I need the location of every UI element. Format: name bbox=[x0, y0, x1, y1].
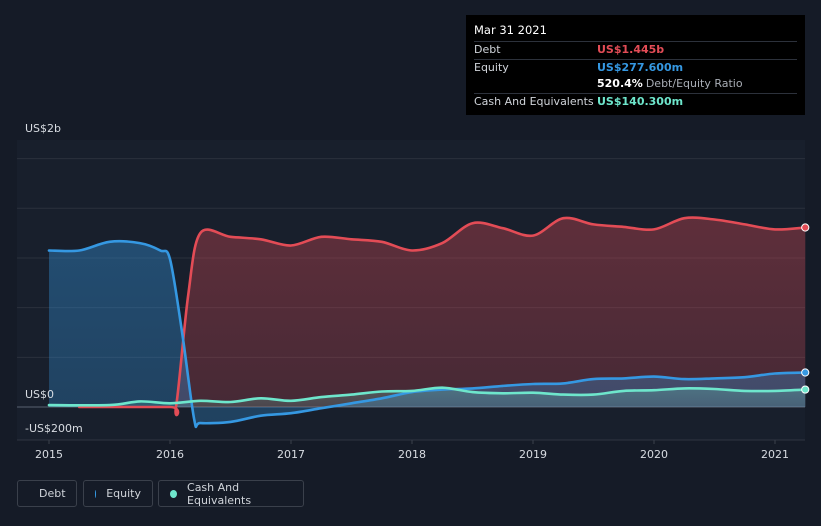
legend-dot-equity bbox=[95, 489, 97, 498]
debt-line bbox=[78, 216, 807, 417]
equity-end-point bbox=[801, 368, 810, 377]
debt-area bbox=[79, 217, 806, 415]
legend-label-cash: Cash And Equivalents bbox=[187, 480, 252, 507]
tooltip-value-equity: US$277.600m bbox=[597, 60, 684, 74]
tooltip-label-cash: Cash And Equivalents bbox=[474, 94, 594, 108]
tooltip-value-cash: US$140.300m bbox=[597, 94, 684, 108]
x-tick-label: 2018 bbox=[398, 448, 426, 461]
debt-end-point bbox=[801, 223, 810, 232]
cash-and-equivalents-end-point bbox=[801, 385, 810, 394]
x-tick-label: 2019 bbox=[519, 448, 547, 461]
y-axis-label: US$0 bbox=[25, 388, 54, 401]
equity-area bbox=[49, 241, 806, 427]
tooltip-label-debt: Debt bbox=[474, 43, 501, 56]
cash-and-equivalents-line bbox=[47, 386, 807, 407]
tooltip-row-equity: Equity US$277.600m bbox=[474, 58, 797, 77]
tooltip-row-ratio: 520.4% Debt/Equity Ratio bbox=[474, 76, 797, 93]
tooltip-date: Mar 31 2021 bbox=[474, 23, 547, 37]
tooltip-label-equity: Equity bbox=[474, 60, 509, 74]
x-tick-label: 2017 bbox=[277, 448, 305, 461]
tooltip-row-debt: Debt US$1.445b bbox=[474, 41, 797, 59]
tooltip-row-cash: Cash And Equivalents US$140.300m bbox=[474, 92, 797, 111]
legend-item-cash[interactable]: Cash And Equivalents bbox=[158, 480, 304, 507]
equity-line bbox=[47, 240, 807, 429]
x-tick-label: 2020 bbox=[640, 448, 668, 461]
legend-label-equity: Equity bbox=[106, 487, 141, 500]
tooltip-panel: Mar 31 2021 Debt US$1.445b Equity US$277… bbox=[466, 15, 805, 115]
tooltip-ratio-value: 520.4% bbox=[597, 77, 643, 90]
tooltip-value-debt: US$1.445b bbox=[597, 43, 665, 56]
legend-item-equity[interactable]: Equity bbox=[83, 480, 153, 507]
legend-label-debt: Debt bbox=[39, 487, 66, 500]
x-tick-label: 2016 bbox=[156, 448, 184, 461]
legend-dot-cash bbox=[170, 489, 178, 498]
x-tick-label: 2021 bbox=[761, 448, 789, 461]
legend-item-debt[interactable]: Debt bbox=[17, 480, 77, 507]
y-axis-label: -US$200m bbox=[25, 422, 83, 435]
y-axis-label: US$2b bbox=[25, 122, 61, 135]
tooltip-ratio-label: Debt/Equity Ratio bbox=[645, 77, 743, 90]
x-tick-label: 2015 bbox=[35, 448, 63, 461]
